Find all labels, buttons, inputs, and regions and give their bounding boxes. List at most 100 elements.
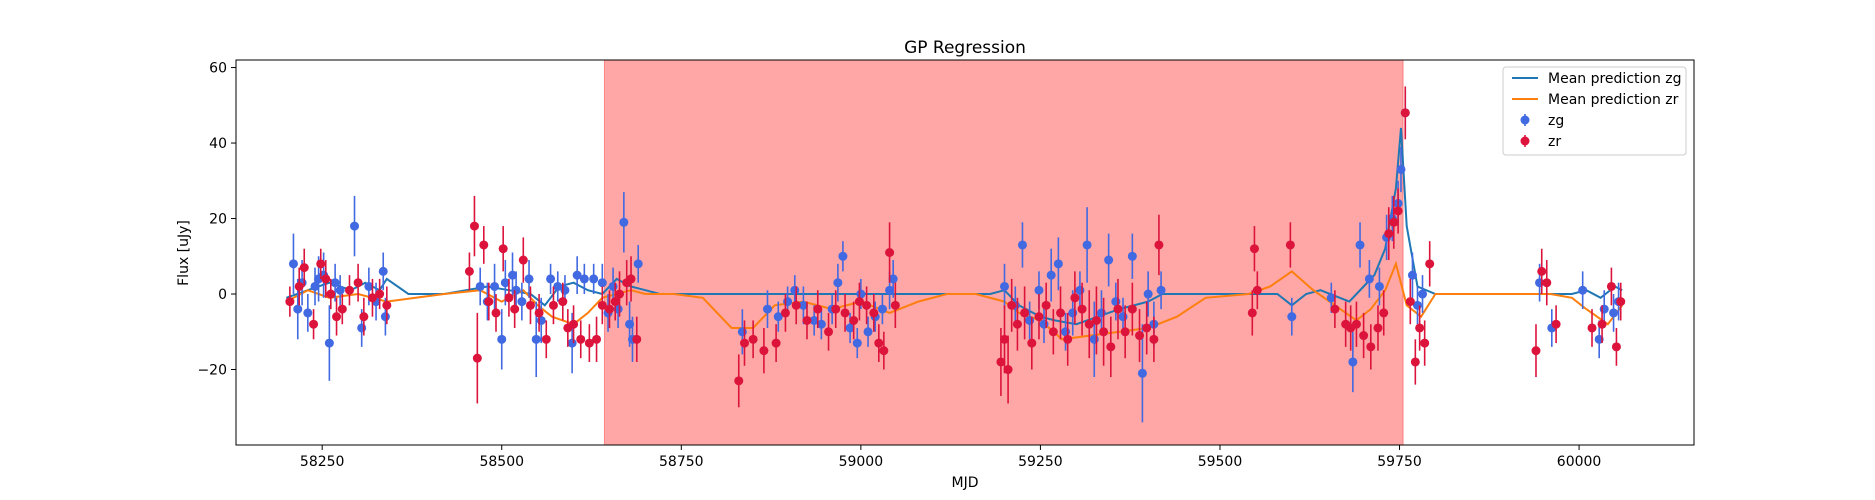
data-point-zg bbox=[490, 263, 500, 310]
marker-zr bbox=[610, 297, 620, 307]
data-point-zr bbox=[498, 226, 508, 272]
marker-zr bbox=[558, 297, 568, 307]
data-point-zr bbox=[1366, 324, 1376, 370]
marker-zg bbox=[1418, 289, 1428, 299]
marker-zr bbox=[1415, 323, 1425, 333]
marker-zg bbox=[1104, 255, 1114, 265]
data-point-zr bbox=[1034, 294, 1044, 340]
data-point-zr bbox=[759, 327, 769, 374]
marker-zr bbox=[479, 240, 489, 250]
data-point-zg bbox=[888, 260, 898, 298]
data-point-zr bbox=[1154, 214, 1164, 276]
data-point-zr bbox=[382, 286, 392, 325]
marker-zg bbox=[517, 297, 527, 307]
marker-zg bbox=[619, 217, 629, 227]
marker-zr bbox=[879, 346, 889, 356]
data-point-zr bbox=[1330, 290, 1340, 328]
marker-zg bbox=[1000, 281, 1010, 291]
data-point-zg bbox=[1053, 237, 1063, 291]
marker-zg bbox=[773, 312, 783, 322]
data-point-zg bbox=[633, 244, 643, 283]
marker-zr bbox=[1041, 300, 1051, 310]
marker-zr bbox=[615, 289, 625, 299]
data-point-zr bbox=[1127, 282, 1137, 336]
y-tick-label: 40 bbox=[209, 136, 227, 152]
marker-zr bbox=[472, 353, 482, 363]
marker-zr bbox=[316, 259, 326, 269]
data-point-zr bbox=[879, 331, 889, 370]
marker-zg bbox=[475, 281, 485, 291]
data-point-zg bbox=[1156, 271, 1166, 310]
marker-zr bbox=[1410, 357, 1420, 367]
marker-zr bbox=[525, 300, 535, 310]
data-point-zr bbox=[1551, 305, 1561, 344]
data-point-zr bbox=[479, 226, 489, 264]
legend-marker-swatch bbox=[1520, 136, 1530, 146]
data-point-zr bbox=[541, 320, 551, 359]
marker-zg bbox=[790, 285, 800, 295]
data-point-zr bbox=[504, 278, 514, 317]
marker-zr bbox=[299, 263, 309, 273]
marker-zr bbox=[748, 334, 758, 344]
data-point-zr bbox=[748, 320, 758, 359]
marker-zr bbox=[1070, 293, 1080, 303]
marker-zr bbox=[824, 327, 834, 337]
marker-zr bbox=[375, 289, 385, 299]
data-point-zr bbox=[1099, 297, 1109, 366]
marker-zg bbox=[1355, 240, 1365, 250]
marker-zr bbox=[1027, 338, 1037, 348]
marker-zr bbox=[734, 376, 744, 386]
marker-zg bbox=[378, 266, 388, 276]
data-point-zr bbox=[771, 324, 781, 362]
data-point-zr bbox=[1120, 305, 1130, 359]
marker-zr bbox=[1099, 327, 1109, 337]
marker-zr bbox=[309, 319, 319, 329]
data-point-zr bbox=[469, 195, 479, 257]
marker-zg bbox=[1034, 285, 1044, 295]
data-point-zg bbox=[288, 233, 298, 295]
marker-zr bbox=[1597, 319, 1607, 329]
marker-zg bbox=[572, 270, 582, 280]
data-point-zr bbox=[1142, 301, 1152, 355]
marker-zr bbox=[1034, 312, 1044, 322]
data-point-zr bbox=[1351, 301, 1361, 347]
marker-zr bbox=[464, 266, 474, 276]
marker-zg bbox=[833, 278, 843, 288]
marker-zg bbox=[1407, 270, 1417, 280]
marker-zg bbox=[762, 304, 772, 314]
marker-zr bbox=[285, 297, 295, 307]
x-tick-label: 59500 bbox=[1198, 454, 1243, 470]
marker-zg bbox=[1137, 368, 1147, 378]
data-point-zr bbox=[1531, 324, 1541, 378]
data-point-zg bbox=[790, 275, 800, 306]
data-point-zg bbox=[1104, 233, 1114, 287]
data-point-zr bbox=[1405, 278, 1415, 325]
marker-zr bbox=[548, 300, 558, 310]
marker-zr bbox=[1351, 319, 1361, 329]
legend: Mean prediction zg Mean prediction zr zg zr bbox=[1502, 66, 1687, 156]
data-point-zr bbox=[1106, 316, 1116, 378]
data-point-zr bbox=[1077, 282, 1087, 336]
marker-zr bbox=[1127, 304, 1137, 314]
data-point-zr bbox=[734, 354, 744, 408]
marker-zg bbox=[364, 281, 374, 291]
marker-zr bbox=[1007, 300, 1017, 310]
marker-zr bbox=[1084, 319, 1094, 329]
data-point-zr bbox=[534, 294, 544, 332]
legend-label: Mean prediction zg bbox=[1548, 71, 1682, 87]
marker-zg bbox=[357, 323, 367, 333]
data-point-zr bbox=[597, 286, 607, 325]
marker-zg bbox=[490, 281, 500, 291]
plot-frame bbox=[235, 59, 1695, 446]
data-point-zr bbox=[472, 312, 482, 404]
marker-zr bbox=[469, 221, 479, 231]
marker-zr bbox=[869, 308, 879, 318]
data-point-zg bbox=[310, 267, 320, 306]
marker-zg bbox=[1287, 312, 1297, 322]
data-point-zg bbox=[546, 263, 556, 295]
marker-zg bbox=[567, 338, 577, 348]
data-point-zr bbox=[1379, 290, 1389, 336]
chart-title: GP Regression bbox=[904, 38, 1026, 58]
data-point-zg bbox=[1137, 324, 1147, 423]
